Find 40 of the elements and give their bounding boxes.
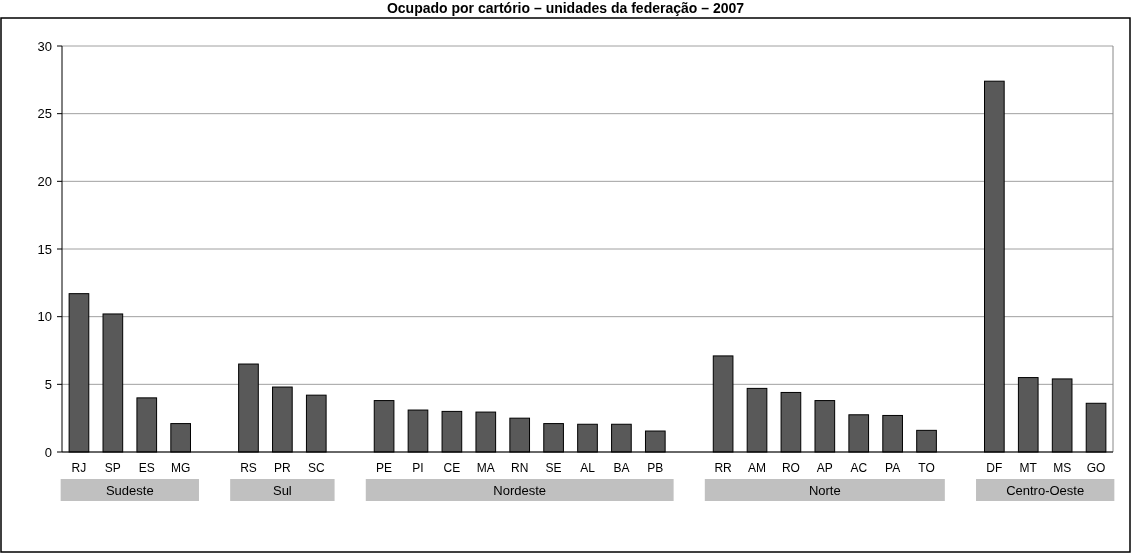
x-tick-label: RR [714, 461, 733, 475]
x-tick-label: TO [918, 461, 935, 475]
x-tick-label: PA [885, 461, 901, 475]
text: Sul [272, 482, 292, 498]
text: Sudeste [105, 482, 154, 498]
x-tick-label: AM [748, 461, 767, 475]
x-tick-label: GO [1086, 461, 1106, 475]
x-tick-label: CE [443, 461, 461, 475]
x-tick-label: MS [1053, 461, 1072, 475]
x-tick-label: AC [850, 461, 868, 475]
x-tick-label: MT [1019, 461, 1038, 475]
x-tick-label: RO [781, 461, 800, 475]
y-tick-label: 15 [37, 241, 52, 257]
x-tick-label: SC [307, 461, 325, 475]
x-tick-label: SE [545, 461, 562, 475]
x-tick-label: MA [476, 461, 495, 475]
chart-title: Ocupado por cartório – unidades da federação – 2007 [386, 0, 745, 16]
x-tick-label: MG [170, 461, 191, 475]
y-tick-label: 5 [44, 376, 52, 392]
x-tick-label: RN [511, 461, 529, 475]
y-tick-label: 10 [37, 309, 52, 325]
x-tick-label: AL [580, 461, 596, 475]
y-tick-label: 25 [37, 106, 52, 122]
x-tick-label: ES [138, 461, 155, 475]
x-tick-label: RJ [71, 461, 87, 475]
text: Centro-Oeste [1006, 482, 1085, 498]
text: Nordeste [493, 482, 547, 498]
x-tick-label: RS [240, 461, 257, 475]
x-tick-label: SP [104, 461, 121, 475]
x-tick-label: PE [376, 461, 393, 475]
x-tick-label: PB [647, 461, 664, 475]
y-tick-label: 20 [37, 173, 52, 189]
x-tick-label: AP [816, 461, 833, 475]
x-tick-label: PI [412, 461, 424, 475]
x-tick-label: DF [986, 461, 1003, 475]
text: Norte [808, 482, 841, 498]
x-tick-label: PR [274, 461, 292, 475]
x-tick-label: BA [613, 461, 630, 475]
y-tick-label: 0 [44, 444, 52, 460]
y-tick-label: 30 [37, 38, 52, 54]
